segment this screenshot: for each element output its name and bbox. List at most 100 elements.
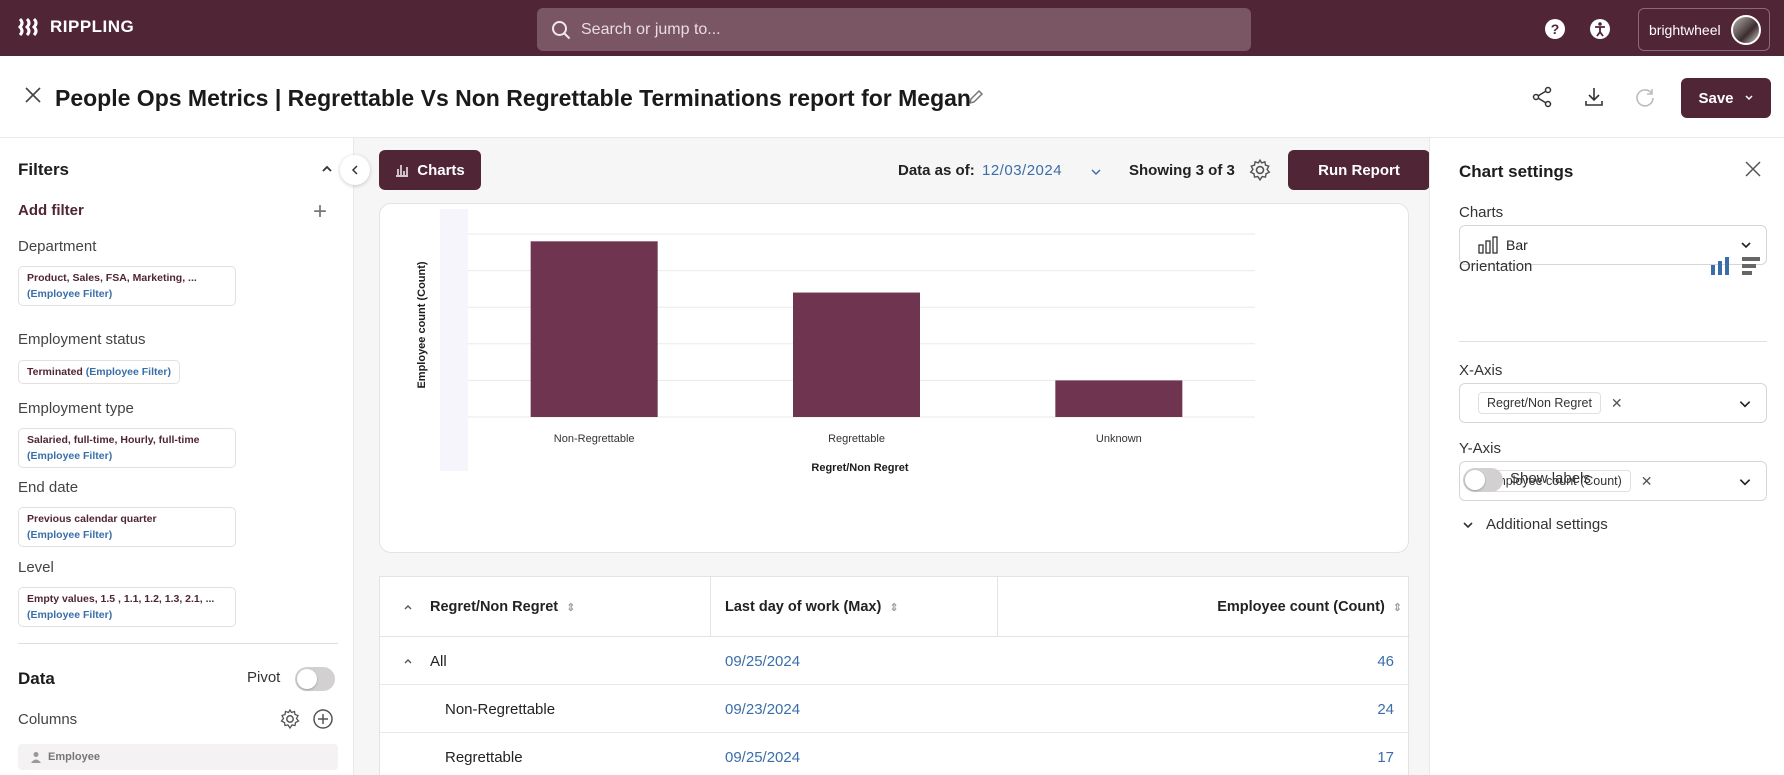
chart-type-select[interactable]: Bar [1459,225,1767,265]
filter-chip-employment-status[interactable]: Terminated (Employee Filter) [18,360,180,384]
filter-label-department: Department [18,238,97,255]
chevron-down-icon[interactable] [1090,166,1102,178]
add-column-icon[interactable] [312,708,334,730]
add-filter-plus-icon[interactable]: + [313,198,328,225]
column-header-regret[interactable]: Regret/Non Regret ⇕ [430,577,575,637]
cell-label: All [430,652,447,670]
filter-chip-employment-type[interactable]: Salaried, full-time, Hourly, full-time (… [18,428,236,468]
gear-icon[interactable] [279,708,301,730]
column-separator [997,577,998,637]
filter-value: Salaried, full-time, Hourly, full-time [27,434,200,446]
filter-tag: (Employee Filter) [27,609,113,621]
table-row[interactable]: All 09/25/2024 46 [380,637,1410,685]
remove-icon[interactable]: ✕ [1640,472,1653,489]
filter-chip-level[interactable]: Empty values, 1.5 , 1.1, 1.2, 1.3, 2.1, … [18,587,236,627]
bar-chart-icon [396,165,409,177]
close-icon[interactable] [1744,160,1762,178]
add-filter-link[interactable]: Add filter [18,202,84,219]
download-icon[interactable] [1583,86,1605,108]
table-header: Regret/Non Regret ⇕ Last day of work (Ma… [380,577,1410,637]
y-axis-value: Employee count (Count) [1487,474,1622,488]
save-button[interactable]: Save [1681,78,1771,118]
pivot-toggle[interactable] [295,667,335,691]
filter-label-end-date: End date [18,479,79,496]
cell-label: Regrettable [445,748,523,766]
cell-count[interactable]: 17 [1377,748,1394,766]
bar-non-regrettable[interactable] [530,241,658,417]
x-tick-label: Regrettable [828,433,885,445]
page-title: People Ops Metrics | Regrettable Vs Non … [55,85,971,111]
data-as-of-date[interactable]: 12/03/2024 [982,162,1063,179]
run-report-button[interactable]: Run Report [1288,150,1430,190]
accessibility-icon[interactable] [1589,18,1611,40]
cell-date[interactable]: 09/25/2024 [725,652,801,670]
filters-panel: Filters Add filter + Department Product,… [0,138,354,775]
top-nav-bar: RIPPLING Search or jump to... ? brightwh… [0,0,1784,56]
filter-label-employment-type: Employment type [18,400,134,417]
table-row[interactable]: Regrettable 09/25/2024 17 [380,733,1410,775]
bar-unknown[interactable] [1055,380,1183,417]
gear-icon[interactable] [1248,158,1272,182]
save-label: Save [1698,89,1734,107]
rippling-logo[interactable]: RIPPLING [18,17,134,37]
rippling-logo-icon [18,17,38,37]
chart-x-ticks: Non-Regrettable Regrettable Unknown [554,433,1142,445]
additional-settings-toggle[interactable]: Additional settings [1462,516,1608,533]
column-header-label: Last day of work (Max) [725,599,882,615]
pivot-label: Pivot [247,669,281,686]
vertical-bars-icon[interactable] [1709,255,1731,277]
x-tick-label: Non-Regrettable [554,433,635,445]
column-header-employee-count[interactable]: Employee count (Count) ⇕ [1217,577,1402,637]
chevron-left-icon [351,165,358,175]
x-axis-select[interactable]: Regret/Non Regret ✕ [1459,383,1767,423]
chevron-down-icon [1739,479,1751,486]
column-header-last-day[interactable]: Last day of work (Max) ⇕ [725,577,899,637]
filters-heading: Filters [18,160,70,179]
chevron-up-icon[interactable] [402,655,414,667]
data-heading: Data [18,669,55,688]
cell-count[interactable]: 24 [1377,700,1394,718]
chevron-down-icon [1463,521,1473,528]
show-labels-toggle[interactable] [1463,468,1503,492]
y-axis-select[interactable]: Employee count (Count) ✕ [1459,461,1767,501]
filter-chip-end-date[interactable]: Previous calendar quarter (Employee Filt… [18,507,236,547]
pencil-icon[interactable] [967,88,985,106]
close-icon[interactable] [24,86,42,104]
logo-text: RIPPLING [50,17,135,36]
column-employee-label: Employee [48,751,100,763]
chevron-up-icon[interactable] [320,162,334,176]
filter-chip-department[interactable]: Product, Sales, FSA, Marketing, ... (Emp… [18,266,236,306]
cell-date[interactable]: 09/23/2024 [725,700,801,718]
divider [1459,341,1767,342]
column-employee[interactable]: Employee [18,744,338,770]
refresh-icon[interactable] [1634,86,1656,108]
collapse-panel-button[interactable] [340,155,370,185]
chart-bars [530,241,1183,417]
results-table: Regret/Non Regret ⇕ Last day of work (Ma… [379,576,1410,775]
y-axis-label: Employee count (Count) [416,261,428,388]
bar-chart-icon [1478,236,1498,254]
filter-value: Empty values, 1.5 , 1.1, 1.2, 1.3, 2.1, … [27,593,215,605]
remove-icon[interactable]: ✕ [1610,394,1623,411]
y-axis-band [440,209,468,471]
search-icon [552,20,571,39]
charts-label: Charts [417,161,465,179]
chevron-up-icon[interactable] [402,601,414,613]
cell-count[interactable]: 46 [1377,652,1394,670]
account-switcher[interactable]: brightwheel [1638,8,1770,51]
help-icon[interactable]: ? [1544,18,1566,40]
charts-button[interactable]: Charts [379,150,481,190]
cell-date[interactable]: 09/25/2024 [725,748,801,766]
filter-value: Previous calendar quarter [27,513,157,525]
search-placeholder: Search or jump to... [581,20,721,38]
x-axis-value: Regret/Non Regret [1487,396,1592,410]
share-icon[interactable] [1531,86,1553,108]
horizontal-bars-icon[interactable] [1740,255,1762,277]
search-input[interactable]: Search or jump to... [537,8,1251,51]
bar-regrettable[interactable] [793,292,920,417]
cell-label: Non-Regrettable [445,700,556,718]
person-icon [31,752,41,763]
column-header-label: Regret/Non Regret [430,599,559,615]
table-row[interactable]: Non-Regrettable 09/23/2024 24 [380,685,1410,733]
sort-icon: ⇕ [889,601,899,614]
